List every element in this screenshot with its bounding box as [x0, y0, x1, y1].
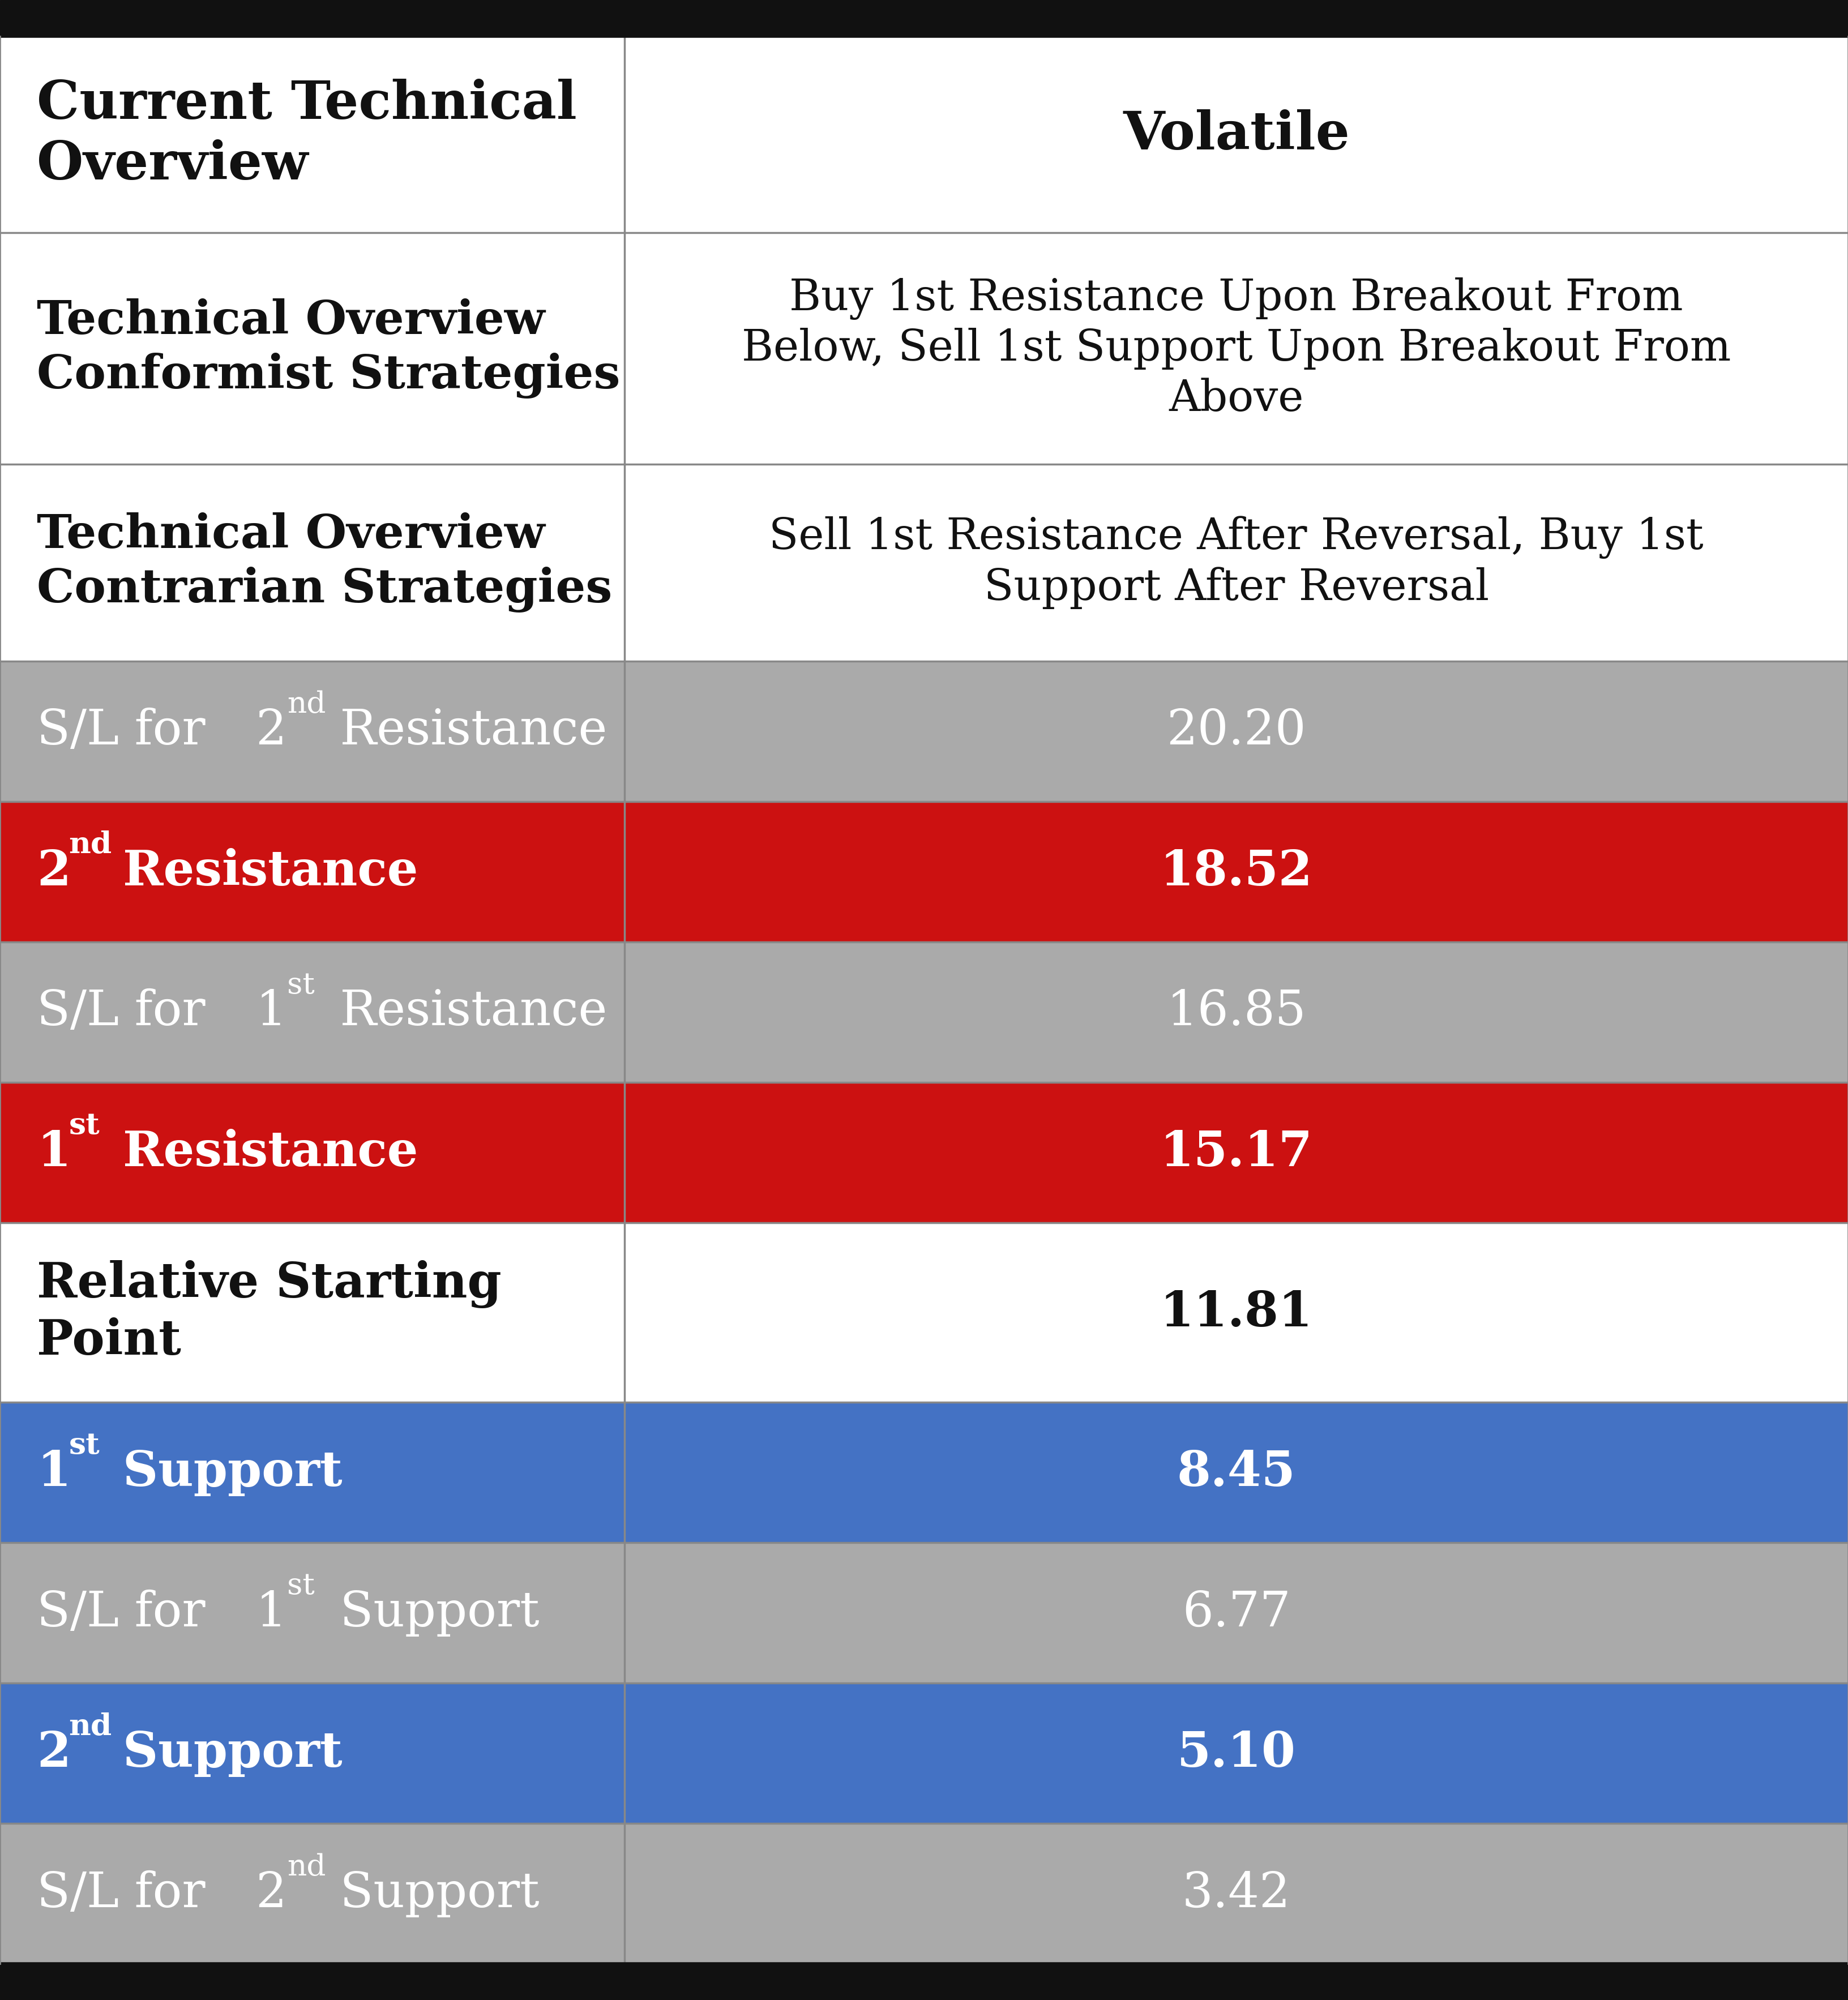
Text: nd: nd [286, 1852, 325, 1882]
Text: 2: 2 [255, 708, 286, 754]
Text: Volatile: Volatile [1124, 108, 1349, 160]
Text: nd: nd [286, 690, 325, 718]
Bar [0, 232, 1848, 464]
Text: 2: 2 [37, 848, 70, 896]
Bar [0, 464, 1848, 660]
Bar [0, 660, 1848, 802]
Bar [0, 1082, 1848, 1222]
Text: Resistance: Resistance [105, 1128, 418, 1176]
Bar [0, 1964, 1848, 2000]
Text: Technical Overview
Contrarian Strategies: Technical Overview Contrarian Strategies [37, 512, 612, 612]
Text: 3.42: 3.42 [1183, 1870, 1290, 1918]
Bar [0, 1542, 1848, 1684]
Text: 1: 1 [255, 1590, 286, 1636]
Text: 1: 1 [37, 1448, 70, 1496]
Bar [0, 942, 1848, 1082]
Text: 15.17: 15.17 [1161, 1128, 1312, 1176]
Text: nd: nd [68, 1712, 113, 1742]
Text: 18.52: 18.52 [1161, 848, 1312, 896]
Text: Support: Support [325, 1590, 540, 1636]
Text: st: st [68, 1432, 100, 1460]
Text: Resistance: Resistance [325, 988, 608, 1036]
Text: 6.77: 6.77 [1183, 1590, 1290, 1636]
Bar [0, 1402, 1848, 1542]
Text: 2: 2 [37, 1730, 70, 1778]
Text: Resistance: Resistance [105, 848, 418, 896]
Bar [0, 0, 1848, 36]
Text: st: st [286, 970, 314, 1000]
Text: Buy 1st Resistance Upon Breakout From
Below, Sell 1st Support Upon Breakout From: Buy 1st Resistance Upon Breakout From Be… [741, 278, 1732, 420]
Text: Current Technical
Overview: Current Technical Overview [37, 78, 577, 190]
Bar [0, 36, 1848, 232]
Text: Oil: Oil [917, 1050, 1560, 1430]
Bar [0, 802, 1848, 942]
Text: Resistance: Resistance [325, 708, 608, 754]
Text: 11.81: 11.81 [1161, 1288, 1312, 1336]
Text: S/L for: S/L for [37, 988, 222, 1036]
Text: S/L for: S/L for [37, 708, 222, 754]
Text: 1: 1 [255, 988, 286, 1036]
Text: 20.20: 20.20 [1166, 708, 1307, 754]
Text: S/L for: S/L for [37, 1590, 222, 1636]
Text: Support: Support [105, 1730, 342, 1778]
Text: nd: nd [68, 830, 113, 860]
Bar [0, 1222, 1848, 1402]
Text: 1: 1 [37, 1128, 70, 1176]
Text: Sell 1st Resistance After Reversal, Buy 1st
Support After Reversal: Sell 1st Resistance After Reversal, Buy … [769, 516, 1704, 610]
Text: st: st [68, 1112, 100, 1140]
Text: 2: 2 [255, 1870, 286, 1918]
Bar [0, 1824, 1848, 1964]
Text: Relative Starting
Point: Relative Starting Point [37, 1260, 501, 1364]
Text: S/L for: S/L for [37, 1870, 222, 1918]
Text: 8.45: 8.45 [1177, 1448, 1295, 1496]
Text: Support: Support [105, 1448, 342, 1496]
Text: st: st [286, 1572, 314, 1600]
Text: Technical Overview
Conformist Strategies: Technical Overview Conformist Strategies [37, 298, 621, 398]
Text: 16.85: 16.85 [1166, 988, 1307, 1036]
Bar [0, 1684, 1848, 1824]
Text: Support: Support [325, 1870, 540, 1918]
Text: 5.10: 5.10 [1177, 1730, 1295, 1778]
